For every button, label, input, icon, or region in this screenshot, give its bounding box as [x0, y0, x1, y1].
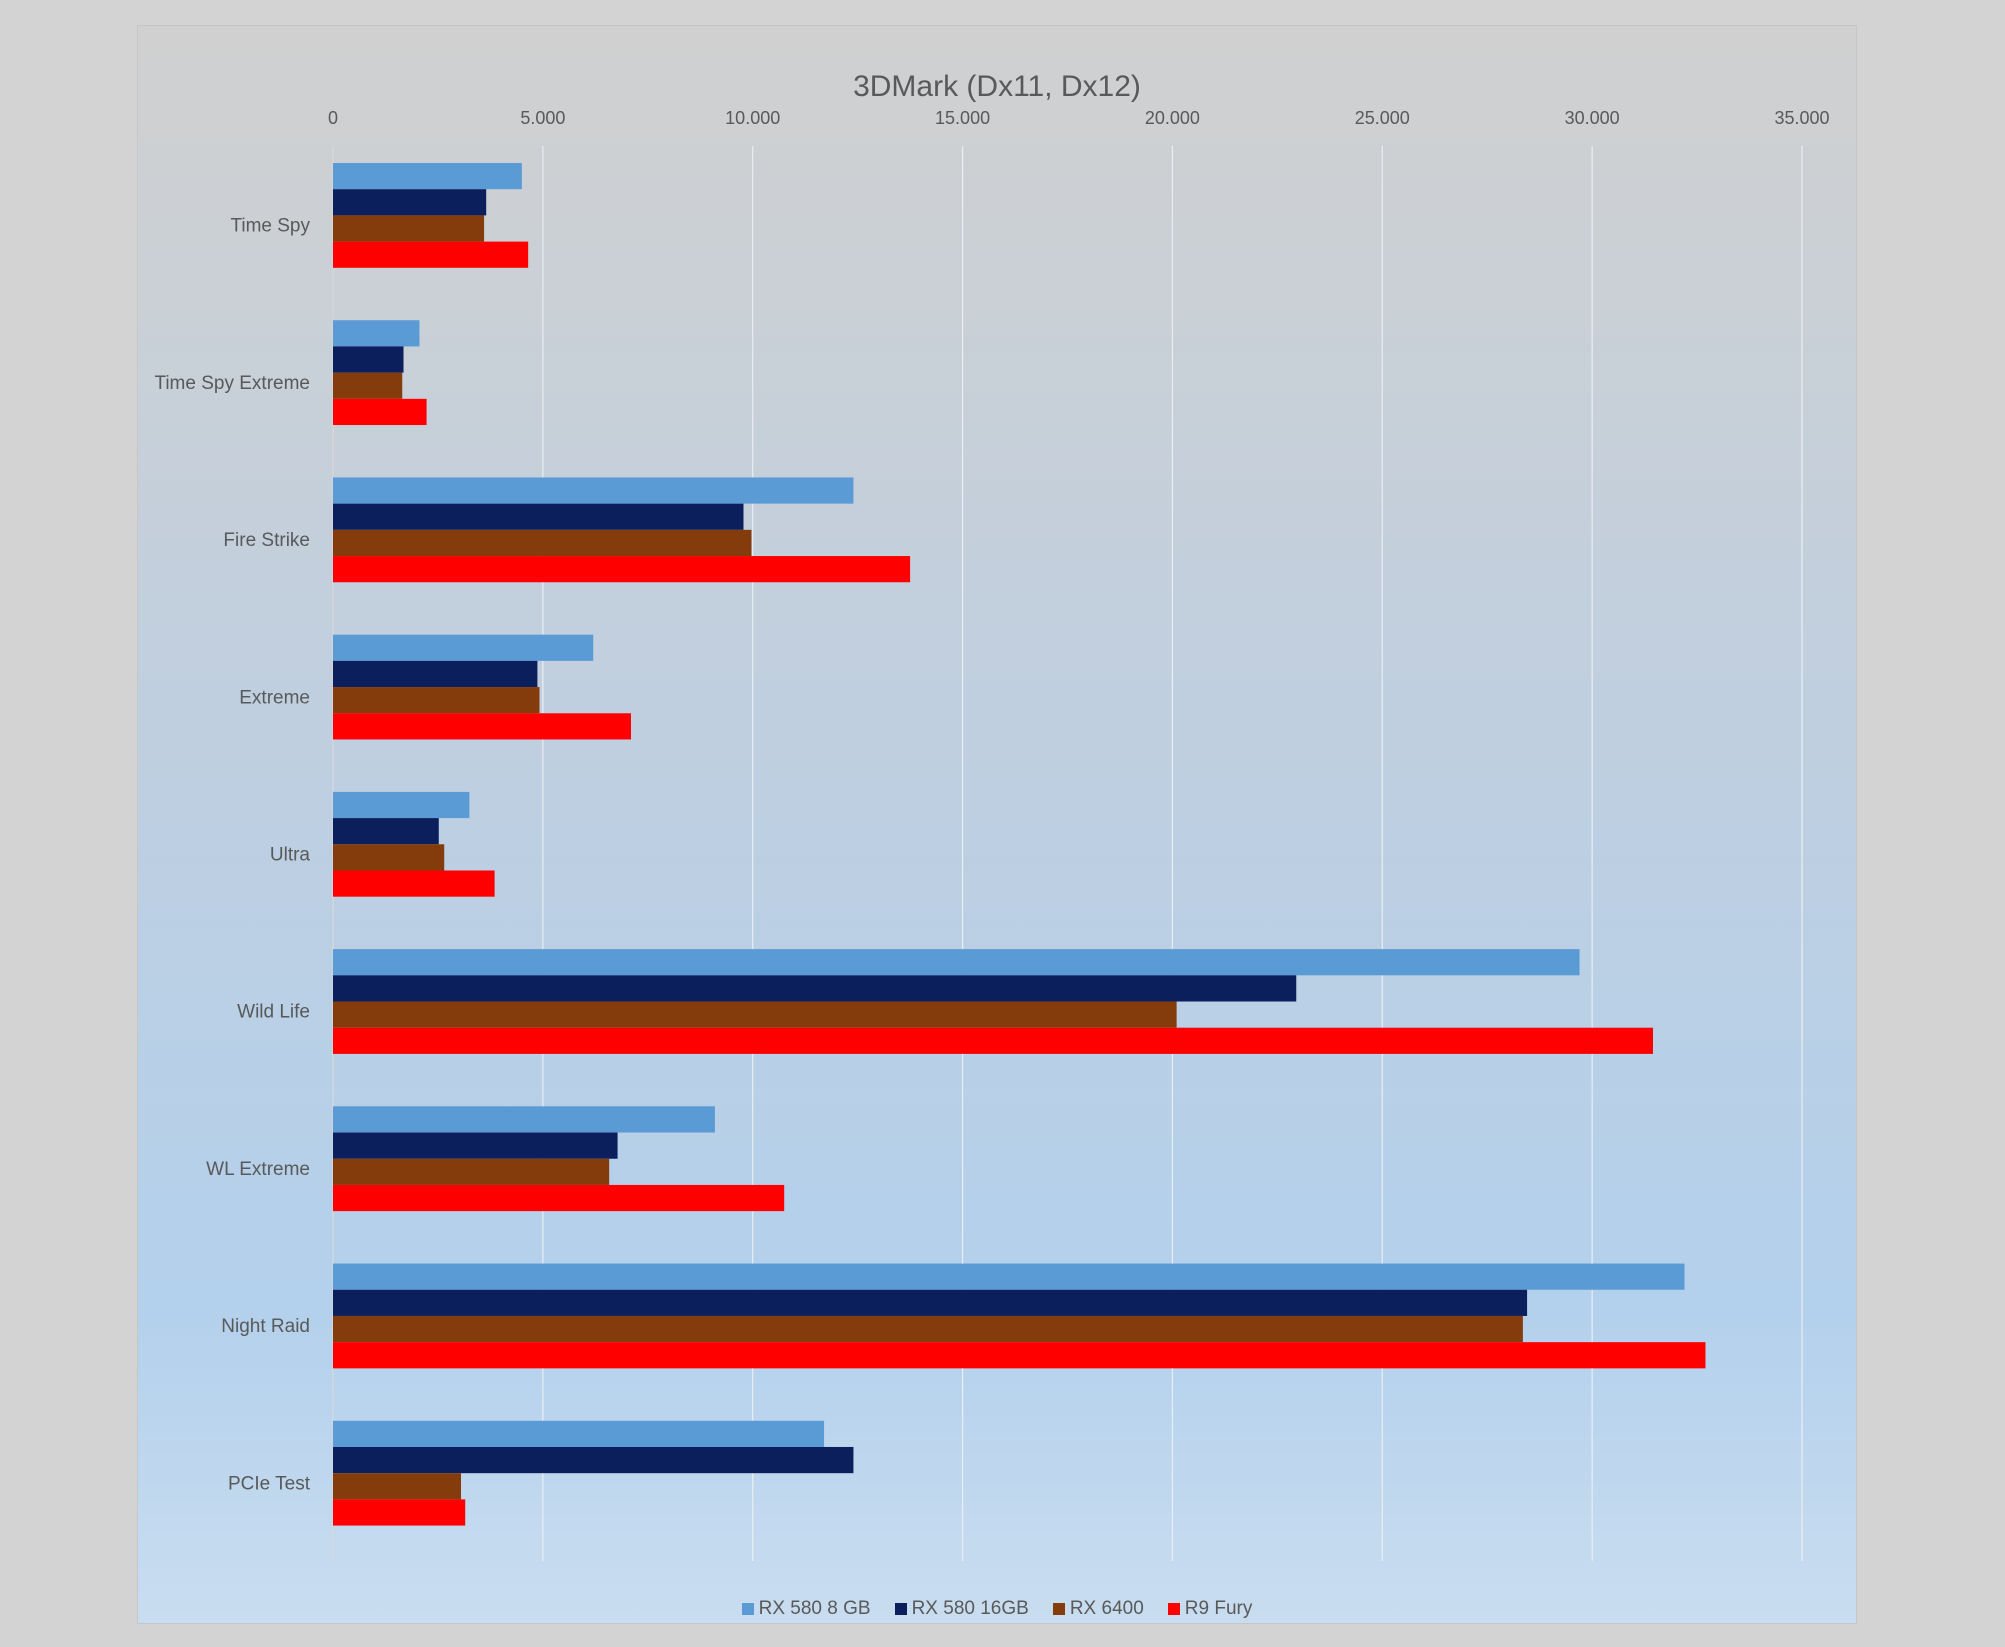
x-tick-label: 5.000 [520, 108, 565, 128]
category-label: Ultra [270, 845, 311, 866]
bars [333, 163, 1706, 1526]
bar-rx-580-8-gb [333, 163, 522, 190]
bar-rx-6400 [333, 372, 403, 399]
bar-rx-6400 [333, 1158, 610, 1185]
bar-rx-580-16gb [333, 818, 439, 845]
bar-r9-fury [333, 556, 911, 583]
bar-r9-fury [333, 1342, 1706, 1369]
category-label: Fire Strike [223, 530, 310, 551]
x-tick-label: 0 [328, 108, 338, 128]
bar-rx-580-16gb [333, 346, 404, 373]
chart-title: 3DMark (Dx11, Dx12) [853, 70, 1141, 103]
category-label: Time Spy [230, 216, 310, 237]
legend-swatch [894, 1603, 907, 1615]
x-tick-label: 35.000 [1774, 108, 1829, 128]
x-axis-ticks: 0 5.000 10.000 15.000 20.000 25.000 30.000 35.0… [328, 108, 1830, 128]
bar-rx-580-16gb [333, 1132, 618, 1159]
bar-rx-580-16gb [333, 975, 1297, 1002]
x-tick-label: 25.000 [1355, 108, 1410, 128]
bar-rx-580-8-gb [333, 634, 594, 661]
bar-rx-580-16gb [333, 503, 744, 530]
category-label: Night Raid [221, 1316, 310, 1337]
legend-swatch [741, 1603, 754, 1615]
bar-r9-fury [333, 1499, 466, 1526]
legend-label: RX 580 16GB [911, 1598, 1029, 1619]
bar-r9-fury [333, 398, 427, 426]
bar-rx-580-16gb [333, 1289, 1528, 1316]
legend: RX 580 8 GB RX 580 16GB RX 6400 R9 Fury [138, 1598, 1856, 1620]
legend-label: R9 Fury [1184, 1598, 1253, 1619]
bar-rx-580-8-gb [333, 791, 470, 819]
bar-rx-580-8-gb [333, 1420, 825, 1447]
bar-r9-fury [333, 870, 495, 897]
category-label: Wild Life [237, 1002, 310, 1023]
legend-label: RX 6400 [1069, 1598, 1144, 1619]
x-tick-label: 30.000 [1565, 108, 1620, 128]
category-label: Extreme [239, 687, 310, 708]
x-tick-label: 15.000 [935, 108, 990, 128]
legend-swatch [1167, 1603, 1180, 1615]
legend-entry: RX 6400 [1052, 1598, 1144, 1620]
x-tick-label: 10.000 [725, 108, 780, 128]
bar-r9-fury [333, 241, 529, 268]
legend-swatch [1052, 1603, 1065, 1615]
bar-rx-6400 [333, 215, 485, 242]
chart-panel: 3DMark (Dx11, Dx12) 0 5.000 10.000 15.000 20… [137, 25, 1857, 1624]
legend-entry: RX 580 8 GB [741, 1598, 871, 1620]
bar-r9-fury [333, 1184, 785, 1212]
bar-rx-580-16gb [333, 660, 538, 688]
category-label: Time Spy Extreme [154, 373, 310, 394]
bar-rx-580-8-gb [333, 1106, 715, 1133]
bar-rx-580-16gb [333, 189, 487, 216]
bar-rx-6400 [333, 1001, 1177, 1028]
legend-label: RX 580 8 GB [758, 1598, 871, 1619]
category-label: PCIe Test [228, 1473, 311, 1494]
category-labels: Time Spy Time Spy Extreme Fire Strike Extre… [154, 216, 310, 1495]
bar-rx-580-8-gb [333, 320, 420, 347]
bar-r9-fury [333, 713, 631, 740]
legend-entry: R9 Fury [1167, 1598, 1253, 1620]
bar-rx-6400 [333, 1315, 1523, 1343]
bar-rx-580-16gb [333, 1446, 854, 1474]
bar-rx-580-8-gb [333, 477, 854, 504]
x-tick-label: 20.000 [1145, 108, 1200, 128]
bar-rx-6400 [333, 529, 752, 557]
plot-area: 0 5.000 10.000 15.000 20.000 25.000 30.000 35.0… [154, 108, 1830, 1561]
bar-rx-6400 [333, 1473, 462, 1500]
bar-rx-580-8-gb [333, 1263, 1685, 1290]
legend-entry: RX 580 16GB [894, 1598, 1029, 1620]
bar-r9-fury [333, 1027, 1654, 1054]
bar-rx-6400 [333, 844, 445, 871]
category-label: WL Extreme [206, 1159, 310, 1180]
bar-rx-580-8-gb [333, 949, 1580, 976]
bar-rx-6400 [333, 687, 540, 714]
